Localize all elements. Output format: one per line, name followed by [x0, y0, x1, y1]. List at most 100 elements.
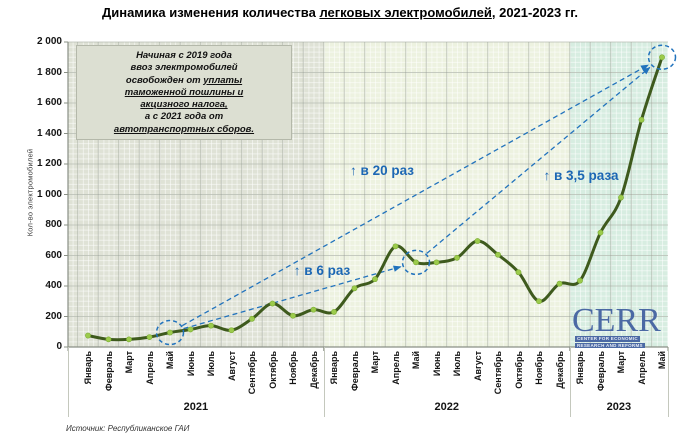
data-point-marker-1: [105, 336, 112, 343]
x-month-label-text: Апрель: [636, 351, 647, 385]
ratio-annotation-line-0: [183, 266, 401, 330]
x-month-label: Апрель: [390, 351, 402, 403]
y-tick-label: 2 000: [36, 36, 62, 47]
x-month-label-text: Сентябрь: [247, 351, 257, 395]
highlight-circle-28: [647, 44, 677, 70]
x-month-label-text: Август: [472, 351, 483, 381]
x-month-label: Апрель: [636, 351, 648, 403]
policy-annotation-line: автотранспортных сборов.: [79, 124, 289, 136]
x-month-label-text: Март: [370, 351, 380, 374]
cerr-logo-subtitle: CENTER FOR ECONOMIC RESEARCH AND REFORMS: [575, 336, 672, 348]
x-month-label-text: Июль: [206, 351, 216, 377]
policy-annotation-text: ввоз электромобилей: [130, 62, 238, 74]
cerr-logo-subtitle-line1: CENTER FOR ECONOMIC: [575, 336, 640, 342]
data-point-marker-18: [454, 254, 460, 261]
ratio-annotation-label: ↑ в 3,5 раза: [543, 168, 619, 183]
x-month-label: Май: [410, 351, 422, 403]
chart-title-underlined: легковых электромобилей: [319, 5, 492, 20]
x-month-label: Январь: [574, 351, 586, 403]
year-label-2023: 2023: [606, 401, 632, 413]
chart-title: Динамика изменения количества легковых э…: [0, 5, 680, 20]
x-month-label-text: Июнь: [185, 351, 196, 377]
x-month-label: Ноябрь: [533, 351, 545, 403]
x-month-label: Март: [615, 351, 627, 403]
cerr-logo-subtitle-line2: RESEARCH AND REFORMS: [575, 342, 645, 348]
x-month-label: Май: [164, 351, 176, 403]
data-point-marker-23: [556, 280, 563, 287]
cerr-logo: CERR CENTER FOR ECONOMIC RESEARCH AND RE…: [572, 302, 672, 349]
x-month-label: Сентябрь: [246, 351, 258, 403]
x-month-label-text: Декабрь: [554, 351, 565, 389]
data-point-marker-9: [269, 300, 276, 307]
policy-annotation-line: ввоз электромобилей: [79, 62, 289, 74]
data-point-marker-16: [413, 259, 419, 266]
x-month-label-text: Июль: [452, 351, 462, 377]
data-point-marker-5: [187, 326, 194, 333]
x-month-label-text: Февраль: [595, 351, 606, 391]
policy-annotation-text: Начиная с 2019 года: [136, 50, 232, 61]
data-point-marker-22: [536, 298, 542, 305]
arrowhead-icon: [393, 265, 402, 272]
major-grid: [68, 41, 668, 347]
data-point-marker-19: [474, 238, 481, 244]
data-point-marker-10: [290, 312, 296, 319]
data-point-marker-27: [638, 116, 645, 123]
data-point-marker-13: [351, 285, 358, 292]
y-tick-label: 1 200: [36, 158, 62, 169]
x-month-label-text: Март: [616, 351, 626, 374]
arrowhead-icon: [642, 66, 651, 75]
year-group-separator: [68, 347, 69, 417]
data-point-marker-17: [433, 259, 440, 266]
policy-annotation-underlined-text: таможенной пошлины и: [124, 86, 244, 98]
data-point-marker-0: [85, 332, 91, 339]
ratio-annotation-label: ↑ в 6 раз: [294, 263, 351, 278]
x-month-label-text: Апрель: [390, 351, 401, 385]
data-point-marker-21: [515, 269, 522, 276]
year-group-separator: [323, 347, 325, 417]
x-month-label: Сентябрь: [492, 351, 504, 403]
x-month-label: Июль: [205, 351, 217, 403]
x-month-label-text: Февраль: [349, 351, 360, 391]
data-point-marker-28: [659, 54, 665, 61]
cerr-logo-wordmark: CERR: [572, 302, 661, 339]
x-month-label-text: Март: [124, 351, 134, 374]
x-month-label-text: Апрель: [144, 351, 155, 385]
chart-title-prefix: Динамика изменения количества: [101, 5, 320, 20]
y-tick-label: 400: [45, 280, 62, 291]
x-month-label: Октябрь: [513, 351, 525, 403]
highlight-circle-16: [401, 249, 431, 276]
y-tick-label: 1 600: [36, 97, 62, 108]
x-month-label: Июнь: [431, 351, 443, 403]
y-tick-label: 600: [45, 249, 62, 261]
x-month-label-text: Январь: [575, 351, 585, 385]
ratio-annotation-line-1: [181, 64, 649, 327]
x-month-label: Февраль: [103, 351, 115, 403]
ratio-annotation-label: ↑ в 20 раз: [350, 163, 414, 178]
x-month-label-text: Октябрь: [513, 351, 524, 389]
data-point-marker-26: [618, 194, 624, 201]
policy-annotation-underlined-text: уплаты: [203, 74, 243, 86]
policy-annotation-underlined-text: акцизного налога,: [140, 99, 228, 111]
x-month-label-text: Ноябрь: [288, 351, 298, 385]
source-caption: Источник: Республиканское ГАИ: [66, 424, 190, 433]
policy-annotation-line: освобожден от уплаты: [79, 75, 289, 87]
data-point-marker-8: [249, 315, 255, 322]
x-month-label: Июнь: [185, 351, 197, 403]
data-point-marker-4: [167, 329, 173, 336]
data-point-marker-7: [228, 327, 235, 334]
data-point-marker-12: [331, 309, 337, 315]
data-point-marker-15: [392, 243, 399, 250]
x-month-label-text: Январь: [83, 351, 93, 385]
x-month-label-text: Октябрь: [267, 351, 278, 389]
data-point-marker-20: [495, 251, 501, 258]
x-month-label: Апрель: [144, 351, 156, 403]
y-tick-label: 1 400: [36, 127, 62, 139]
policy-annotation-line: таможенной пошлины и: [79, 87, 289, 99]
y-tick-label: 800: [45, 219, 62, 230]
data-point-marker-11: [310, 306, 317, 313]
x-month-label: Март: [123, 351, 135, 403]
policy-annotation-line: акцизного налога,: [79, 99, 289, 111]
x-month-label: Январь: [82, 351, 94, 403]
data-point-marker-2: [126, 336, 132, 343]
